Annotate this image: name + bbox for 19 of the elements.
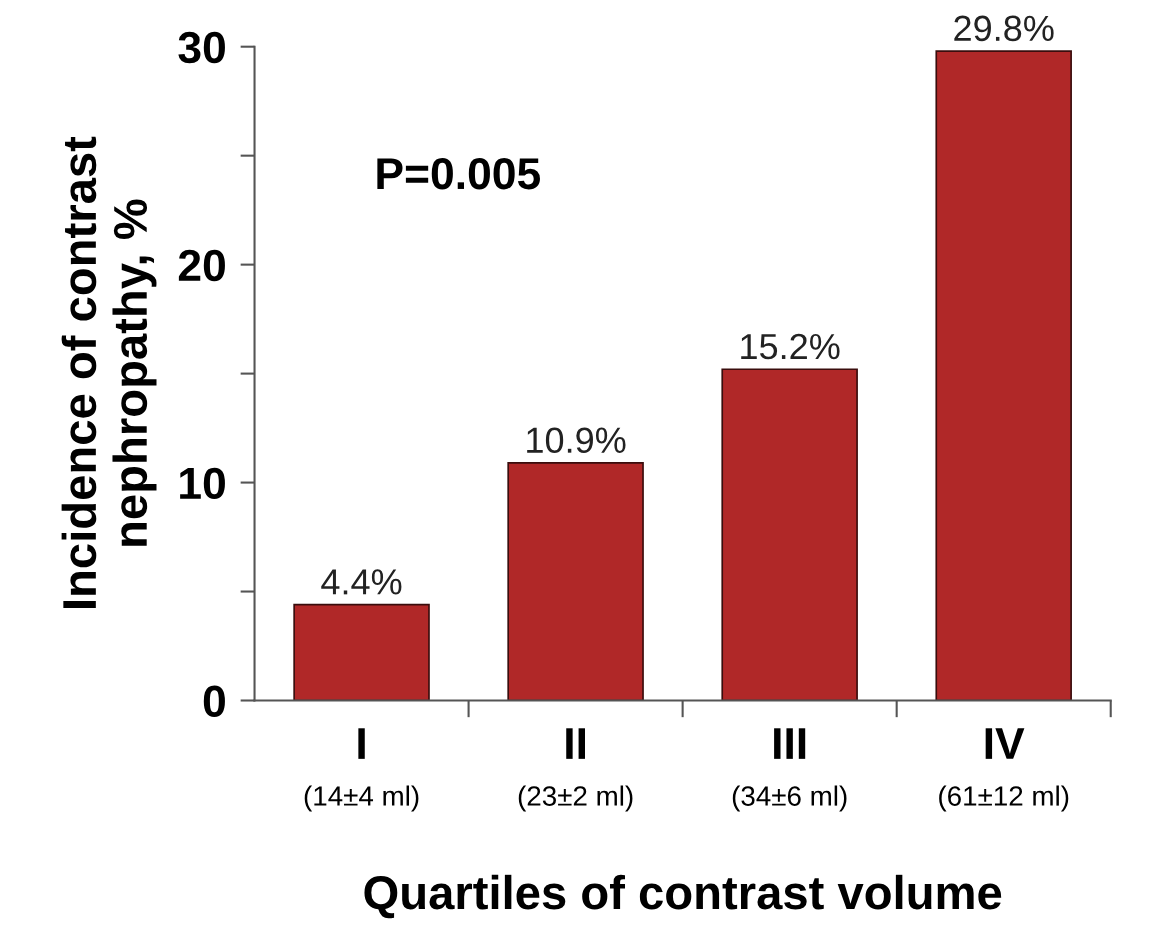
data-label: 10.9%	[527, 427, 626, 454]
x-tick-label: II (23±2 ml)	[518, 728, 633, 812]
bar	[507, 462, 644, 701]
data-label: 4.4%	[321, 569, 402, 595]
x-axis-title: Quartiles of contrast volume	[364, 874, 1002, 919]
data-label: 15.2%	[741, 333, 840, 360]
data-label: 29.8%	[954, 15, 1054, 42]
x-tick-label: I (14±4 ml)	[304, 728, 419, 812]
annotation: P=0.005	[377, 157, 540, 190]
bar	[721, 368, 858, 701]
y-tick-label: 30	[178, 31, 225, 64]
y-tick-label: 10	[180, 467, 225, 500]
x-tick-label: IV (61±12 ml)	[939, 728, 1069, 812]
x-tick-label: III (34±6 ml)	[732, 728, 847, 812]
bar	[293, 603, 430, 701]
bar	[935, 50, 1072, 701]
y-axis-title: Incidence of contrast nephropathy, %	[61, 136, 157, 608]
y-tick-label: 20	[178, 249, 225, 282]
y-tick-label: 0	[203, 685, 225, 718]
